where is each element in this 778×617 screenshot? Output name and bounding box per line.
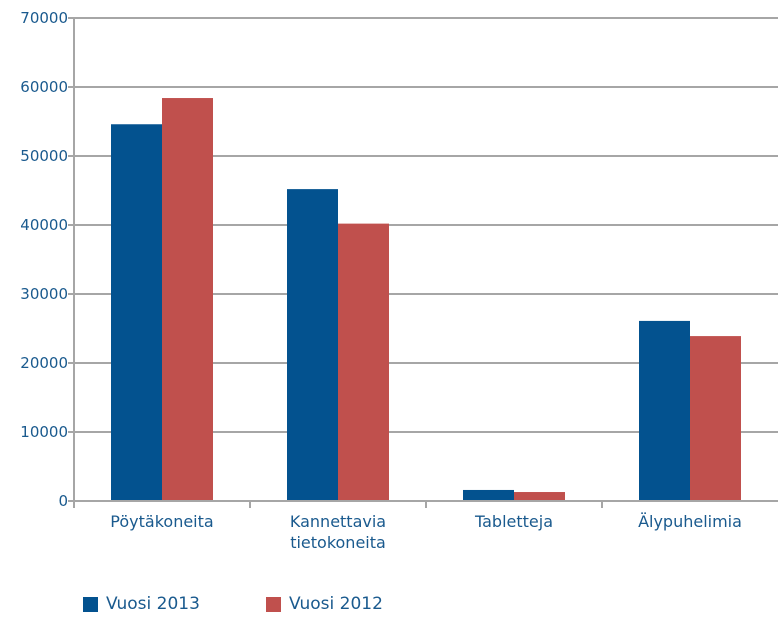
x-category-label: Älypuhelimia [638,512,742,531]
bar [338,223,389,501]
y-tick-label: 50000 [20,147,68,165]
bar [111,124,162,501]
legend-item: Vuosi 2012 [266,594,383,614]
x-category-label: Tabletteja [474,512,553,531]
bar [690,336,741,501]
x-category-label: Kannettavia [290,512,386,531]
bar [162,98,213,501]
axes [68,18,778,508]
y-tick-label: 30000 [20,285,68,303]
y-tick-label: 60000 [20,78,68,96]
bar [639,320,690,501]
y-tick-label: 40000 [20,216,68,234]
bars [111,98,741,501]
legend-item: Vuosi 2013 [83,594,200,614]
y-axis-ticks: 0 10000 20000 30000 40000 50000 60000 70000 [20,9,74,510]
bar [514,492,565,501]
bar [463,489,514,501]
y-tick-label: 70000 [20,9,68,27]
legend-label: Vuosi 2013 [106,594,200,614]
bar [287,189,338,501]
legend-swatch [266,596,281,612]
legend-label: Vuosi 2012 [289,594,383,614]
x-category-label: Pöytäkoneita [110,512,213,531]
x-axis-categories: Pöytäkoneita Kannettavia tietokoneita Table… [110,512,742,552]
y-tick-label: 0 [58,492,68,510]
y-tick-label: 10000 [20,423,68,441]
legend-swatch [83,596,98,612]
y-tick-label: 20000 [20,354,68,372]
x-category-label: tietokoneita [290,533,386,552]
